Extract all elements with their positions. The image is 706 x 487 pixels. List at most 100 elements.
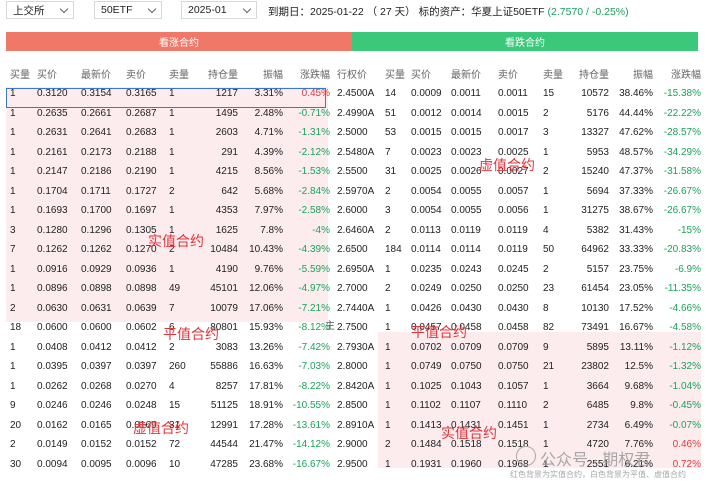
table-cell: 2 (543, 107, 549, 119)
column-header[interactable]: 涨跌幅 (300, 69, 330, 81)
table-cell: 2.9500 (337, 458, 368, 470)
table-cell: 7 (10, 244, 16, 256)
table-cell: 0.0750 (498, 361, 529, 373)
table-cell: 0.0268 (81, 380, 112, 392)
table-row[interactable]: 1 0.3120 0.3154 0.3165 1 1217 3.31% 0.45% (6, 84, 330, 104)
column-header[interactable]: 买价 (411, 69, 431, 81)
table-row[interactable]: 9 0.0246 0.0246 0.0248 15 51125 18.91% -10.55% (6, 396, 330, 416)
table-row[interactable]: 20 0.0162 0.0165 0.0169 31 12991 17.28% -13.61% (6, 416, 330, 436)
table-cell: 73491 (581, 322, 609, 334)
put-options-table: 行权价 买量 买价 最新价 卖价 卖量 持仓量 振幅 涨跌幅 2.4500A 14 0.0009 0.… (333, 62, 701, 474)
table-row[interactable]: 2.4990A 51 0.0012 0.0014 0.0015 2 5176 44.44% -2… (333, 104, 701, 124)
table-row[interactable]: 2.5500 31 0.0025 0.0026 0.0027 2 15240 47.37% -3… (333, 162, 701, 182)
table-cell: 0.1931 (411, 458, 442, 470)
table-row[interactable]: 1 0.0896 0.0898 0.0898 49 45101 12.06% -4.97% (6, 279, 330, 299)
table-cell: -7.21% (298, 302, 330, 314)
table-row[interactable]: 1 0.0395 0.0397 0.0397 260 55886 16.63% -7.03% (6, 357, 330, 377)
column-header[interactable]: 卖价 (498, 69, 518, 81)
table-cell: 17.06% (249, 302, 283, 314)
table-cell: 18.91% (249, 400, 283, 412)
column-header[interactable]: 最新价 (81, 69, 111, 81)
column-header[interactable]: 持仓量 (208, 69, 238, 81)
table-row[interactable]: 1 0.2631 0.2641 0.2683 1 2603 4.71% -1.31% (6, 123, 330, 143)
table-cell: 1 (543, 380, 549, 392)
table-cell: 31 (385, 166, 397, 178)
table-cell: 0.0458 (498, 322, 529, 334)
table-cell: 0.0248 (126, 400, 157, 412)
table-cell: 3 (543, 127, 549, 139)
table-row[interactable]: 2.5480A 7 0.0023 0.0023 0.0025 1 5953 48.57% -34… (333, 143, 701, 163)
table-row[interactable]: 1 0.1704 0.1711 0.1727 2 642 5.68% -2.84% (6, 182, 330, 202)
table-row[interactable]: 2.8000 1 0.0749 0.0750 0.0750 21 23802 12.5% -1.… (333, 357, 701, 377)
table-row[interactable]: 7 0.1262 0.1262 0.1270 2 10484 10.43% -4.39% (6, 240, 330, 260)
table-row[interactable]: 2.4500A 14 0.0009 0.0011 0.0011 15 10572 38.46%… (333, 84, 701, 104)
table-cell: 0.1968 (498, 458, 529, 470)
table-cell: 2.48% (254, 107, 283, 119)
table-cell: -6.9% (674, 263, 701, 275)
table-cell: 0.0095 (81, 458, 112, 470)
table-row[interactable]: 1 0.2161 0.2173 0.2188 1 291 4.39% -2.12% (6, 143, 330, 163)
table-cell: 38.67% (619, 205, 653, 217)
table-row[interactable]: 2 0.0149 0.0152 0.0152 72 44544 21.47% -14.12% (6, 435, 330, 455)
table-row[interactable]: 2.7500 1 0.0457 0.0458 0.0458 82 73491 16.67% -4… (333, 318, 701, 338)
exchange-select[interactable]: 上交所 (6, 1, 74, 19)
column-header[interactable]: 买量 (385, 69, 405, 81)
column-header[interactable]: 卖量 (543, 69, 563, 81)
table-row[interactable]: 2.7930A 1 0.0702 0.0709 0.0709 9 5895 13.11% -1.… (333, 338, 701, 358)
table-cell: 2 (385, 224, 391, 236)
table-row[interactable]: 2.6460A 2 0.0113 0.0119 0.0119 4 5382 31.43% -15… (333, 221, 701, 241)
column-header[interactable]: 买价 (37, 69, 57, 81)
table-cell: 0.0009 (411, 88, 442, 100)
table-cell: 4 (543, 224, 549, 236)
column-header[interactable]: 涨跌幅 (671, 69, 701, 81)
table-row[interactable]: 2.8500 1 0.1102 0.1107 0.1110 2 6485 9.8% -0.45% (333, 396, 701, 416)
table-cell: 0.0631 (81, 302, 112, 314)
table-cell: 0.0898 (126, 283, 157, 295)
column-header[interactable]: 买量 (10, 69, 30, 81)
month-select[interactable]: 2025-01 (181, 1, 257, 19)
table-row[interactable]: 1 0.0262 0.0268 0.0270 4 8257 17.81% -8.22% (6, 377, 330, 397)
table-row[interactable]: 2.6500 184 0.0114 0.0114 0.0119 50 64962 33.33%… (333, 240, 701, 260)
column-header[interactable]: 卖量 (169, 69, 189, 81)
table-cell: 1 (385, 361, 391, 373)
table-row[interactable]: 1 0.1693 0.1700 0.1697 1 4353 7.97% -2.58% (6, 201, 330, 221)
table-row[interactable]: 2.8910A 1 0.1413 0.1431 0.1451 1 2734 6.49% -0.0… (333, 416, 701, 436)
table-row[interactable]: 2 0.0630 0.0631 0.0639 7 10079 17.06% -7.21% (6, 299, 330, 319)
table-row[interactable]: 1 0.2635 0.2661 0.2687 1 1495 2.48% -0.71% (6, 104, 330, 124)
table-cell: 0.0898 (81, 283, 112, 295)
table-row[interactable]: 1 0.0916 0.0929 0.0936 1 4190 9.76% -5.59% (6, 260, 330, 280)
column-header[interactable]: 行权价 (337, 69, 367, 81)
table-cell: 0.0152 (81, 439, 112, 451)
table-row[interactable]: 2.6950A 1 0.0235 0.0243 0.0245 2 5157 23.75% -6.… (333, 260, 701, 280)
table-cell: 0.2635 (37, 107, 68, 119)
table-row[interactable]: 2.7440A 1 0.0426 0.0430 0.0430 8 10130 17.52% -4… (333, 299, 701, 319)
table-row[interactable]: 2.9500 1 0.1931 0.1960 0.1968 1 2551 6.21% 0.72% (333, 455, 701, 475)
table-row[interactable]: 2.8420A 1 0.1025 0.1043 0.1057 1 3664 9.68% -1.0… (333, 377, 701, 397)
table-cell: 20 (10, 419, 22, 431)
table-cell: 0.0119 (498, 244, 528, 256)
column-header[interactable]: 卖价 (126, 69, 146, 81)
table-cell: 2 (385, 185, 391, 197)
table-row[interactable]: 2.7000 2 0.0249 0.0250 0.0250 23 61454 23.05% -1… (333, 279, 701, 299)
table-row[interactable]: 1 0.2147 0.2186 0.2190 1 4215 8.56% -1.53% (6, 162, 330, 182)
column-header[interactable]: 振幅 (263, 69, 283, 81)
column-header[interactable]: 振幅 (633, 69, 653, 81)
table-cell: 0.0149 (37, 439, 68, 451)
table-row[interactable]: 2.9000 2 0.1484 0.1518 0.1518 1 4720 7.76% 0.46% (333, 435, 701, 455)
table-row[interactable]: 3 0.1280 0.1296 0.1305 1 1625 7.8% -4% (6, 221, 330, 241)
table-row[interactable]: 1 0.0408 0.0412 0.0412 2 3083 13.26% -7.42% (6, 338, 330, 358)
table-cell: -0.45% (669, 400, 701, 412)
column-header[interactable]: 最新价 (451, 69, 481, 81)
call-otm-annotation: 虚值合约 (133, 420, 189, 436)
table-row[interactable]: 2.6000 3 0.0054 0.0055 0.0056 1 31275 38.67% -26… (333, 201, 701, 221)
table-cell: 31 (169, 419, 181, 431)
table-row[interactable]: 2.5970A 2 0.0054 0.0055 0.0057 1 5694 37.33% -26… (333, 182, 701, 202)
table-cell: 47.62% (619, 127, 653, 139)
table-row[interactable]: 30 0.0094 0.0095 0.0096 10 47285 23.68% -16.67% (6, 455, 330, 475)
underlying-select[interactable]: 50ETF (94, 1, 162, 19)
table-row[interactable]: 18 0.0600 0.0600 0.0602 6 80801 15.93% -8.12% (6, 318, 330, 338)
table-row[interactable]: 2.5000 53 0.0015 0.0015 0.0017 3 13327 47.62% -2… (333, 123, 701, 143)
table-cell: 47.37% (619, 166, 653, 178)
column-header[interactable]: 持仓量 (579, 69, 609, 81)
table-cell: 0.72% (672, 458, 701, 470)
